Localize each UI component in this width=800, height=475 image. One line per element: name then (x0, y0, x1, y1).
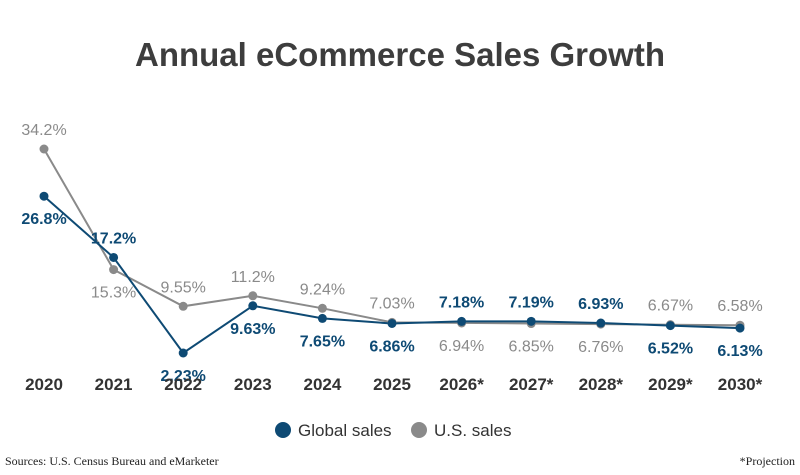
legend-marker-global (275, 422, 291, 438)
data-point-global-10 (735, 323, 745, 333)
data-label-us-6: 6.94% (439, 338, 484, 355)
x-tick-label-9: 2029* (648, 375, 693, 394)
data-point-global-1 (109, 252, 119, 262)
data-point-global-2 (178, 348, 188, 358)
data-point-us-4 (317, 303, 327, 313)
data-label-global-1: 17.2% (91, 230, 136, 247)
data-point-global-9 (665, 321, 675, 331)
data-label-global-3: 9.63% (230, 321, 275, 338)
data-label-us-9: 6.67% (648, 298, 693, 315)
x-tick-label-5: 2025 (373, 375, 411, 394)
data-point-global-8 (596, 318, 606, 328)
data-label-us-5: 7.03% (369, 295, 414, 312)
data-label-global-5: 6.86% (369, 338, 414, 355)
x-tick-label-0: 2020 (25, 375, 63, 394)
x-tick-label-6: 2026* (439, 375, 484, 394)
legend-label-global: Global sales (298, 421, 392, 440)
series-line-global (43, 195, 741, 355)
data-label-global-8: 6.93% (578, 296, 623, 313)
data-label-global-10: 6.13% (717, 343, 762, 360)
data-label-global-2: 2.23% (161, 368, 206, 385)
series-layer: 26.8% 17.2% 2.23% 9.63% 7.65% 6.86% 7.18% 7.19%… (21, 122, 762, 385)
x-tick-label-1: 2021 (95, 375, 133, 394)
data-label-global-0: 26.8% (21, 211, 66, 228)
legend-marker-us (411, 422, 427, 438)
x-tick-label-8: 2028* (579, 375, 624, 394)
data-point-us-3 (248, 291, 258, 301)
chart-title: Annual eCommerce Sales Growth (135, 36, 665, 73)
data-label-us-0: 34.2% (21, 122, 66, 139)
data-label-global-4: 7.65% (300, 333, 345, 350)
data-point-global-0 (39, 191, 49, 201)
data-label-us-1: 15.3% (91, 285, 136, 302)
x-tick-label-2: 2022 (164, 375, 202, 394)
x-axis: 2020 2021 2022 2023 2024 2025 2026* 2027* 2028* 2… (25, 375, 763, 394)
legend-label-us: U.S. sales (434, 421, 511, 440)
data-label-us-10: 6.58% (717, 298, 762, 315)
data-point-global-3 (248, 301, 258, 311)
data-label-global-6: 7.18% (439, 294, 484, 311)
x-tick-label-3: 2023 (234, 375, 272, 394)
projection-note: *Projection (740, 454, 795, 468)
legend: Global sales U.S. sales (275, 421, 511, 440)
data-point-us-2 (178, 301, 188, 311)
data-label-us-3: 11.2% (231, 269, 275, 286)
x-tick-label-10: 2030* (718, 375, 763, 394)
data-point-us-0 (39, 144, 49, 154)
data-point-global-4 (317, 313, 327, 323)
source-note: Sources: U.S. Census Bureau and eMarkete… (5, 454, 219, 468)
data-label-global-7: 7.19% (509, 294, 554, 311)
data-point-global-7 (526, 316, 536, 326)
x-tick-label-4: 2024 (303, 375, 341, 394)
data-point-us-1 (109, 265, 119, 275)
data-label-global-9: 6.52% (648, 341, 693, 358)
data-label-us-8: 6.76% (578, 339, 623, 356)
data-label-us-2: 9.55% (161, 279, 206, 296)
data-label-us-7: 6.85% (509, 339, 554, 356)
x-tick-label-7: 2027* (509, 375, 554, 394)
data-point-global-6 (457, 316, 467, 326)
data-point-global-5 (387, 318, 397, 328)
data-label-us-4: 9.24% (300, 281, 345, 298)
